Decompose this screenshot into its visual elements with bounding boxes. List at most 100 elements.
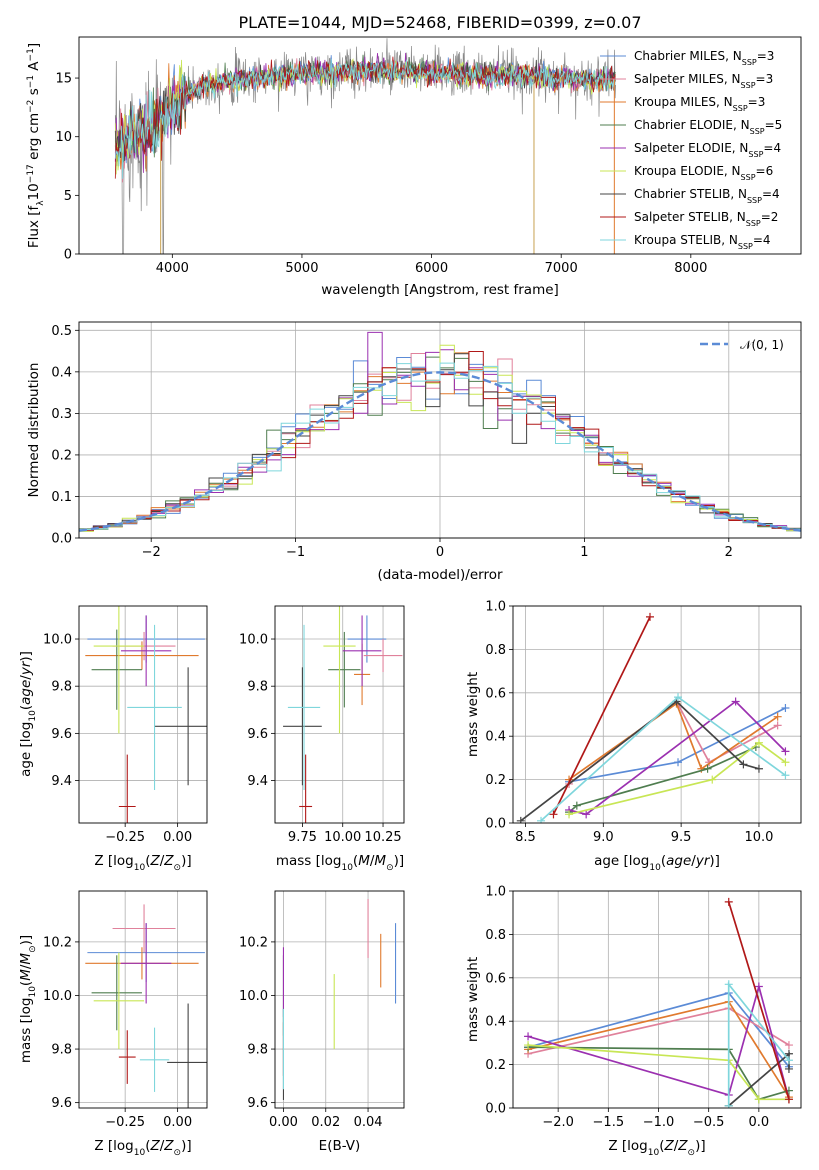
- y-tick-label: 9.8: [247, 680, 268, 695]
- y-tick-label: 0.0: [51, 532, 72, 547]
- x-tick-label: 10.00: [324, 830, 361, 845]
- x-tick-label: −0.5: [693, 1115, 725, 1130]
- errorbar-chabrier-stelib: [154, 667, 207, 786]
- y-tick-label: 9.4: [247, 774, 268, 789]
- weight-marker: [674, 758, 683, 767]
- errorbar-chabrier-elodie: [91, 629, 142, 710]
- mass-vs-Z-y-label: mass [log10(M/M⊙)]: [18, 935, 38, 1063]
- y-tick-label: 10: [55, 130, 72, 145]
- errorbar-kroupa-stelib: [139, 1027, 170, 1092]
- weight-marker: [645, 612, 654, 621]
- spectrum-axes: 4000 5000 6000 7000 8000 0 5 10 15: [55, 72, 707, 276]
- legend-label-chabrier-stelib: Chabrier STELIB, NSSP=4: [634, 187, 780, 205]
- y-tick-label: 0.8: [485, 643, 506, 658]
- age-vs-mass-axes: 9.75 10.00 10.25 9.4 9.6 9.8 10.0: [239, 606, 404, 845]
- weight-marker: [754, 1095, 763, 1104]
- weight-marker: [549, 810, 558, 819]
- spectrum-x-label: wavelength [Angstrom, rest frame]: [321, 282, 559, 298]
- y-tick-label: 0.4: [485, 730, 506, 745]
- errorbar-kroupa-elodie: [93, 606, 145, 734]
- x-tick-label: 9.0: [593, 830, 614, 845]
- weight-marker: [731, 697, 740, 706]
- massweight-vs-age-axes: 8.5 9.0 9.5 10.0 0.0 0.2 0.4 0.6 0.8 1.0: [485, 600, 801, 845]
- weight-marker: [537, 816, 546, 823]
- weight-marker: [781, 771, 790, 780]
- weights-salpeter-stelib: [724, 897, 793, 1104]
- errorbar-salpeter-stelib: [118, 754, 136, 823]
- y-tick-label: 10.2: [239, 935, 268, 950]
- age-vs-Z-frame: [78, 605, 208, 824]
- massweight-vs-Z-x-label: Z [log10(Z/Z⊙)]: [608, 1138, 705, 1158]
- weight-marker: [708, 775, 717, 784]
- x-tick-label: 4000: [156, 261, 189, 276]
- x-tick-label: 7000: [545, 261, 578, 276]
- weight-marker: [724, 1101, 733, 1108]
- x-tick-label: −0.25: [105, 830, 145, 845]
- legend-label-salpeter-elodie: Salpeter ELODIE, NSSP=4: [634, 141, 781, 159]
- y-tick-label: 0.2: [51, 448, 72, 463]
- weight-marker: [516, 816, 525, 823]
- y-tick-label: 10.0: [43, 633, 72, 648]
- weight-marker: [781, 703, 790, 712]
- weight-marker: [582, 810, 591, 819]
- y-tick-label: 0.6: [485, 971, 506, 986]
- errorbar-salpeter-miles: [112, 904, 176, 953]
- legend-label-chabrier-elodie: Chabrier ELODIE, NSSP=5: [634, 118, 782, 136]
- y-tick-label: 9.8: [51, 680, 72, 695]
- weight-marker: [754, 764, 763, 773]
- errorbar-chabrier-miles: [347, 615, 387, 663]
- errorbar-salpeter-elodie: [342, 615, 382, 687]
- x-tick-label: −2.0: [542, 1115, 574, 1130]
- weights-kroupa-elodie: [565, 738, 790, 819]
- weight-marker: [739, 760, 748, 769]
- spectrum-legend: Chabrier MILES, NSSP=3 Salpeter MILES, NS…: [600, 49, 782, 251]
- x-tick-label: 2: [725, 545, 733, 560]
- y-tick-label: 5: [64, 189, 72, 204]
- weights-salpeter-stelib: [549, 612, 654, 819]
- weights-salpeter-miles: [565, 697, 782, 788]
- y-tick-label: 9.6: [247, 1096, 268, 1111]
- errorbar-kroupa-elodie: [323, 606, 356, 734]
- y-tick-label: 0.5: [51, 324, 72, 339]
- age-vs-Z-y-label: age [log10(age/yr)]: [18, 651, 38, 777]
- y-tick-label: 0.8: [485, 928, 506, 943]
- massweight-vs-Z-frame: [512, 890, 802, 1109]
- y-tick-label: 1.0: [485, 600, 506, 615]
- y-tick-label: 9.8: [247, 1043, 268, 1058]
- y-tick-label: 9.8: [51, 1043, 72, 1058]
- x-tick-label: −1.0: [643, 1115, 675, 1130]
- weight-marker: [524, 1041, 533, 1050]
- weight-marker: [565, 810, 574, 819]
- spectrum-frame: [78, 36, 802, 255]
- weight-marker: [781, 758, 790, 767]
- legend-label-kroupa-miles: Kroupa MILES, NSSP=3: [634, 95, 765, 113]
- weight-marker: [524, 1032, 533, 1041]
- weight-marker: [784, 1056, 793, 1065]
- spectrum-y-label: Flux [fλ10−17 erg cm−2 s−1 A−1]: [26, 43, 46, 248]
- weight-marker: [724, 897, 733, 906]
- x-tick-label: 8000: [674, 261, 707, 276]
- massweight-vs-Z-y-label: mass weight: [465, 957, 481, 1042]
- x-tick-label: 5000: [285, 261, 318, 276]
- x-tick-label: 8.5: [515, 830, 536, 845]
- y-tick-label: 0.2: [485, 1058, 506, 1073]
- y-tick-label: 10.0: [43, 989, 72, 1004]
- y-tick-label: 9.6: [51, 727, 72, 742]
- histogram-kroupa-stelib: [79, 362, 801, 534]
- x-tick-label: 10.0: [744, 830, 773, 845]
- massweight-vs-age-frame: [512, 605, 802, 824]
- age-vs-mass-x-label: mass [log10(M/M⊙)]: [276, 853, 404, 873]
- x-tick-label: 0.02: [311, 1115, 340, 1130]
- weight-marker: [781, 747, 790, 756]
- y-tick-label: 10.2: [43, 935, 72, 950]
- weight-marker: [572, 801, 581, 810]
- x-tick-label: 9.5: [671, 830, 692, 845]
- age-vs-mass-frame: [274, 605, 405, 824]
- weight-marker: [703, 764, 712, 773]
- x-tick-label: 0.04: [354, 1115, 383, 1130]
- massweight-vs-age-y-label: mass weight: [465, 672, 481, 757]
- errorbar-chabrier-elodie: [91, 955, 142, 1031]
- x-tick-label: −1: [286, 545, 305, 560]
- weight-marker: [773, 712, 782, 721]
- y-tick-label: 0.2: [485, 773, 506, 788]
